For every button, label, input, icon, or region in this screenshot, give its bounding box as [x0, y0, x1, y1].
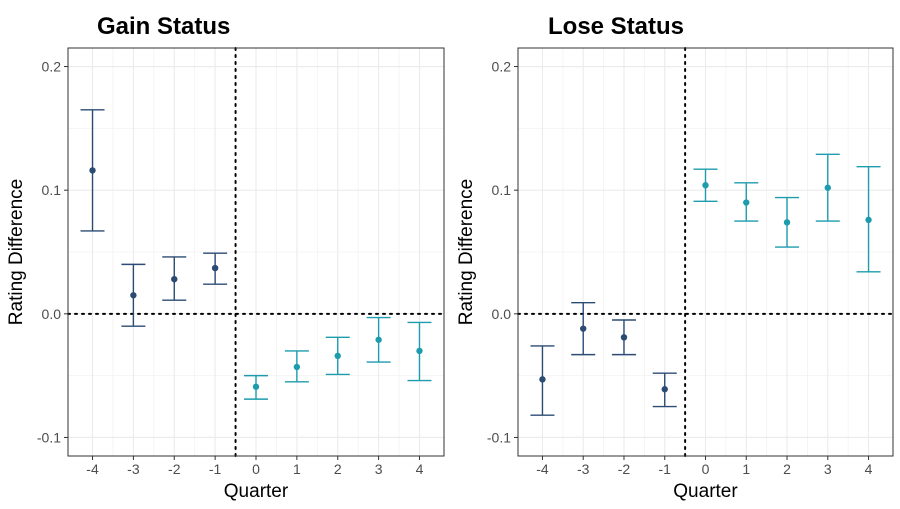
data-point [130, 292, 137, 299]
x-axis-title: Quarter [224, 481, 289, 502]
x-tick-label: -3 [577, 461, 590, 477]
x-tick-label: 0 [252, 461, 260, 477]
y-tick-label: 0.1 [42, 182, 62, 198]
x-tick-label: 3 [824, 461, 832, 477]
data-point-group [856, 165, 881, 273]
x-tick-label: -4 [536, 461, 549, 477]
x-tick-label: 4 [865, 461, 873, 477]
data-point-group [693, 168, 718, 203]
data-point-group [80, 109, 105, 232]
y-tick-label: 0.2 [492, 59, 512, 75]
x-tick-label: -2 [618, 461, 631, 477]
data-point-group [284, 350, 309, 383]
data-point-group [734, 182, 759, 222]
y-tick-label: -0.1 [37, 429, 61, 445]
data-point-group [121, 263, 146, 327]
data-point [580, 325, 587, 332]
data-point-group [325, 336, 350, 376]
data-point [252, 383, 260, 390]
data-point-group [244, 374, 268, 400]
data-point [743, 199, 750, 206]
x-tick-label: -2 [168, 461, 181, 477]
data-point-group [366, 316, 391, 363]
panel-2: -4 -3 -2 -1 0 1 2 3 4 -0.1 0.0 0.1 0.2 Lose Status Qua… [456, 13, 894, 502]
x-tick-label: -1 [659, 461, 672, 477]
x-tick-label: 2 [334, 461, 342, 477]
data-point [211, 264, 219, 272]
data-point-group [652, 372, 677, 408]
data-point [661, 386, 668, 393]
chart-title: Lose Status [548, 13, 684, 40]
x-tick-label: -1 [209, 461, 222, 477]
y-axis-title: Rating Difference [6, 179, 27, 325]
data-point [824, 184, 831, 191]
data-point [539, 376, 546, 383]
data-point-group [530, 345, 555, 416]
y-tick-label: 0.0 [42, 306, 62, 322]
y-tick-label: -0.1 [487, 429, 511, 445]
x-tick-label: -4 [86, 461, 99, 477]
data-point-group [162, 256, 187, 301]
x-tick-label: 0 [702, 461, 710, 477]
data-point [293, 363, 301, 371]
x-tick-label: 1 [293, 461, 301, 477]
y-tick-label: 0.1 [492, 182, 512, 198]
data-point [702, 182, 709, 189]
x-tick-label: 2 [783, 461, 791, 477]
panel-1: -4 -3 -2 -1 0 1 2 3 4 -0.1 0.0 0.1 0.2 Gain Status Qua… [6, 13, 445, 502]
y-tick-label: 0.2 [42, 59, 62, 75]
data-point [375, 336, 382, 343]
data-point-group [611, 319, 636, 356]
y-tick-label: 0.0 [492, 306, 512, 322]
data-point-group [571, 301, 596, 356]
data-point [171, 276, 178, 283]
data-point-group [815, 153, 840, 222]
data-point [865, 216, 872, 224]
x-tick-label: 4 [416, 461, 424, 477]
data-point [783, 219, 791, 226]
chart-title: Gain Status [97, 13, 230, 40]
y-axis-title: Rating Difference [456, 179, 477, 325]
x-tick-label: -3 [127, 461, 140, 477]
data-point [416, 347, 423, 355]
data-point-group [775, 196, 800, 248]
data-point [89, 167, 96, 174]
data-point [620, 334, 628, 341]
data-point-group [407, 321, 432, 382]
data-point [334, 352, 341, 360]
x-tick-label: 1 [742, 461, 750, 477]
x-tick-label: 3 [375, 461, 383, 477]
data-point-group [203, 252, 228, 285]
x-axis-title: Quarter [673, 481, 738, 502]
